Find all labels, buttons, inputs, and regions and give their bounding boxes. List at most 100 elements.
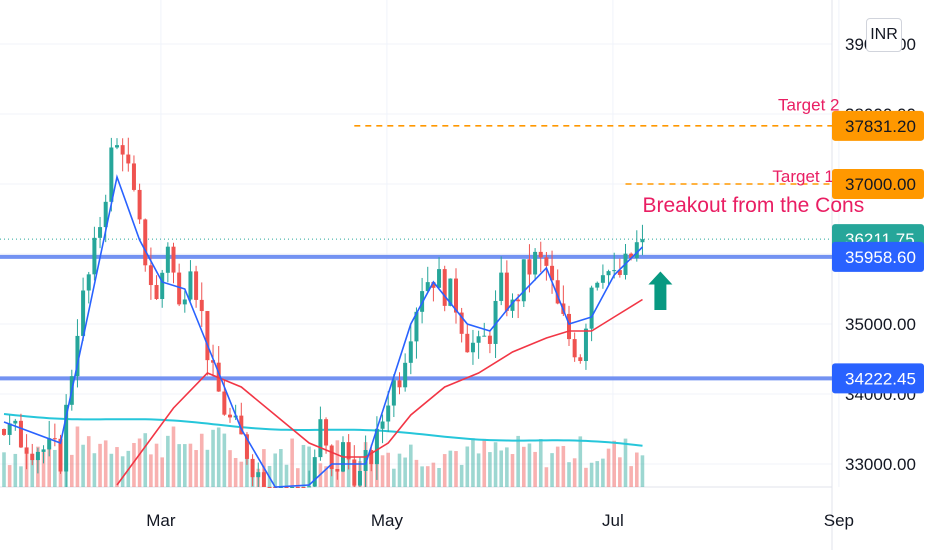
volume-bar	[92, 453, 97, 487]
annotations[interactable]: Target 2 Target 1 Breakout from the Cons	[642, 96, 864, 311]
price-tag[interactable]	[832, 169, 924, 199]
time-axis[interactable]: Mar May Jul Sep	[146, 511, 854, 530]
candles	[2, 137, 645, 488]
candle-body	[137, 189, 142, 220]
volume-bar	[392, 468, 396, 487]
price-tag[interactable]	[832, 241, 924, 272]
candle-body	[2, 429, 6, 435]
volume-bar	[177, 444, 181, 487]
candle-body	[188, 271, 193, 300]
volume-bar	[544, 467, 549, 487]
volume-bar	[431, 462, 436, 487]
candle-body	[211, 360, 216, 363]
candle-body	[171, 246, 176, 273]
candle-body	[35, 451, 40, 461]
candle-body	[363, 450, 368, 471]
candle-body	[109, 147, 114, 202]
volume-bar	[211, 429, 215, 487]
candle-body	[177, 272, 182, 305]
volume-bar	[618, 457, 622, 487]
volume-bar	[199, 433, 204, 487]
volume-bar	[273, 453, 277, 487]
candle-body	[58, 438, 63, 472]
candle-body	[24, 447, 29, 454]
volume-bar	[567, 462, 571, 487]
annotation-text[interactable]: Target 1	[772, 167, 833, 186]
volume-bar	[228, 450, 232, 487]
volume-bar	[640, 455, 645, 487]
volume-bar	[459, 464, 464, 487]
candle-body	[459, 312, 464, 334]
candle-body	[64, 404, 69, 472]
candle-body	[250, 458, 255, 478]
volume-bar	[154, 443, 159, 487]
volume-bar	[47, 446, 51, 487]
candle-body	[408, 341, 413, 363]
volume-bar	[606, 448, 611, 487]
candle-body	[504, 272, 509, 311]
candle-body	[617, 270, 622, 275]
candle-body	[278, 487, 283, 488]
volume-bar	[488, 452, 492, 487]
candle-body	[391, 380, 396, 406]
volume-bar	[160, 457, 164, 487]
horizontal-levels[interactable]	[0, 125, 832, 381]
volume-bar	[454, 451, 458, 487]
volume-bar	[188, 443, 193, 487]
volume-bar	[132, 442, 136, 487]
currency-label[interactable]: INR	[866, 18, 902, 52]
breakout-up-arrow[interactable]	[648, 271, 673, 311]
price-axis[interactable]: 39000.0038000.0037000.0035000.0034000.00…	[832, 35, 924, 474]
candle-body	[154, 285, 159, 300]
candle-body	[182, 299, 187, 305]
volume-bar	[103, 440, 108, 487]
volume-bar	[19, 466, 23, 487]
volume-bar	[7, 465, 12, 487]
price-tag[interactable]	[832, 363, 924, 394]
candle-body	[369, 450, 374, 465]
candle-body	[194, 271, 199, 300]
volume-bar	[143, 433, 148, 487]
volume-bar	[115, 447, 119, 487]
volume-bar	[555, 446, 560, 487]
candle-body	[267, 487, 272, 488]
slow-ma-line	[116, 298, 643, 486]
volume-bar	[13, 453, 18, 487]
price-tag[interactable]	[832, 110, 924, 141]
candle-body	[324, 419, 329, 446]
candle-body	[482, 335, 487, 337]
annotation-text[interactable]: Breakout from the Cons	[642, 194, 864, 217]
time-tick-label: May	[371, 511, 404, 530]
volume-bar	[527, 443, 532, 487]
price-tag-label: 37831.20	[845, 117, 916, 136]
grid	[0, 0, 840, 550]
volume-bar	[561, 445, 566, 487]
volume-bar	[601, 458, 605, 487]
volume-bar	[301, 444, 306, 487]
candle-body	[578, 357, 583, 362]
volume-bar	[183, 444, 187, 487]
price-tag-label: 35958.60	[845, 248, 916, 267]
volume-bar	[386, 452, 390, 487]
moving-averages	[3, 174, 644, 488]
volume-bar	[578, 436, 583, 487]
volume-bar	[397, 453, 402, 487]
candle-body	[634, 242, 639, 259]
candle-body	[499, 272, 504, 301]
volume-bar	[239, 461, 244, 487]
candle-body	[555, 280, 560, 304]
candle-body	[148, 265, 153, 286]
candle-body	[583, 328, 588, 362]
volume-bar	[471, 438, 475, 487]
annotation-text[interactable]: Target 2	[778, 96, 839, 115]
volume-bar	[222, 433, 227, 487]
candle-body	[329, 445, 334, 470]
volume-bar	[623, 438, 628, 487]
candle-body	[487, 335, 492, 344]
volume-bar	[53, 449, 57, 487]
candle-body	[442, 269, 447, 306]
volume-ma-line	[3, 413, 643, 447]
candle-body	[629, 253, 634, 259]
